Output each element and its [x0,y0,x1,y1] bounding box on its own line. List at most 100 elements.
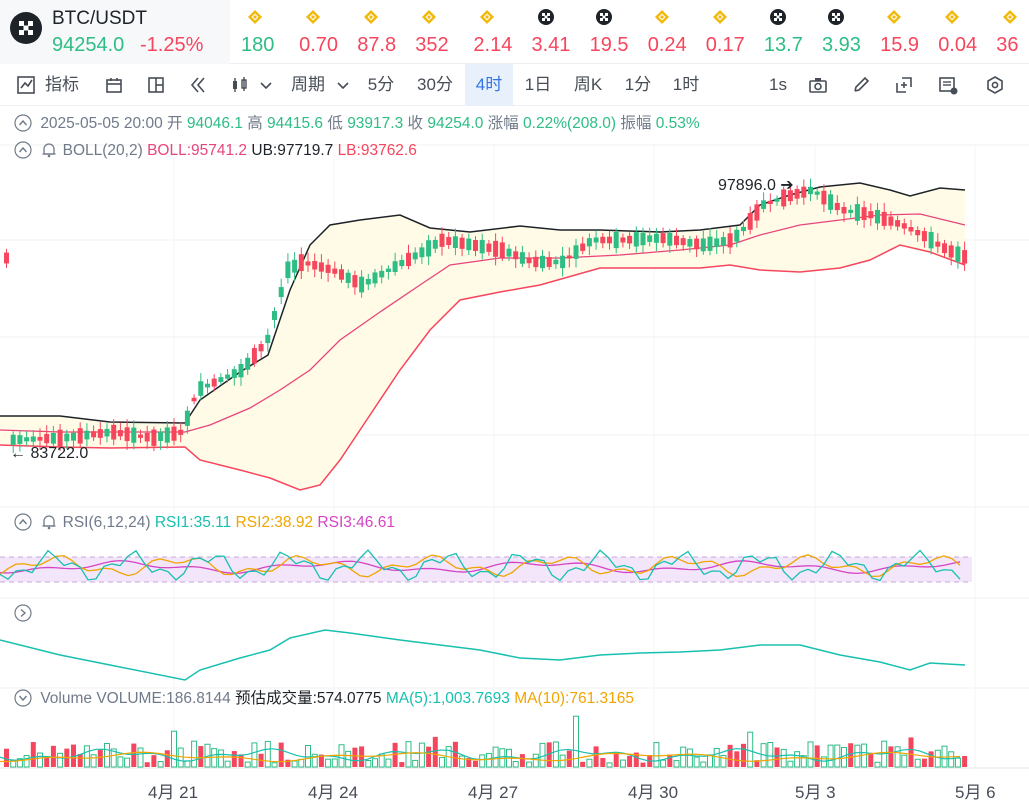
candle-body [533,256,539,268]
candle-body [781,189,787,207]
chevron-up-icon[interactable] [14,114,32,132]
layout-icon[interactable] [146,75,166,95]
candle-body [225,374,231,379]
candle-body [365,278,371,285]
volume-bar [559,754,566,768]
volume-bar [57,752,64,768]
volume-bar [962,756,968,767]
ticker-item[interactable]: 0.04 [930,0,990,64]
candle-body [506,248,512,257]
volume-bar [30,742,36,767]
candle-body [191,397,197,402]
chevron-right-icon[interactable] [14,604,32,622]
interval-1h[interactable]: 1时 [672,75,700,94]
interval-1s[interactable]: 1s [769,75,787,94]
ohlc-info: 2025-05-05 20:00 开 94046.1 高 94415.6 低 9… [14,113,700,135]
chevron-down-icon[interactable] [14,689,32,707]
ticker-item[interactable]: 13.7 [756,0,816,64]
camera-icon[interactable] [808,75,828,95]
rewind-icon[interactable] [188,75,208,95]
arrow-right-icon: ➔ [780,177,794,194]
volume-bar [600,757,606,767]
ticker-item[interactable]: 15.9 [872,0,932,64]
rsi2-line [0,554,961,578]
candle-body [553,259,559,265]
high-value: 94415.6 [267,115,324,132]
candle-body [513,251,519,260]
ticker-item[interactable]: 87.8 [349,0,409,64]
interval-4h[interactable]: 4时 [465,64,513,106]
calendar-icon[interactable] [104,75,124,95]
ohlc-date: 2025-05-05 20:00 [40,115,163,132]
interval-week[interactable]: 周K [573,75,603,94]
candle-body [499,242,505,258]
candle-body [694,238,700,250]
add-window-icon[interactable] [894,75,914,95]
indicator-button[interactable]: 指标 [45,75,79,94]
bollinger-upper-line [0,182,966,424]
volume-bar [767,741,774,768]
rsi-name: RSI(6,12,24) [62,514,151,531]
candle-body [868,211,874,219]
ticker-item[interactable]: 180 [233,0,293,64]
volume-bar [888,746,894,767]
candle-body [600,236,606,244]
settings-icon[interactable] [985,75,1005,95]
volume-bar [800,755,807,768]
chevron-up-icon[interactable] [14,513,32,531]
candlestick-icon[interactable] [230,75,250,95]
chevron-up-icon[interactable] [14,141,32,159]
interval-30m[interactable]: 30分 [417,75,453,94]
x-axis-label: 4月 24 [308,783,359,802]
candle-body [774,198,780,202]
interval-5m[interactable]: 5分 [367,75,395,94]
candle-body [419,247,425,258]
ticker-item[interactable]: 19.5 [582,0,642,64]
volume-bar [673,760,680,768]
ticker-value: 3.93 [822,34,861,56]
bell-icon[interactable] [40,513,58,531]
chart-canvas[interactable] [0,106,1029,811]
chevron-down-icon[interactable] [333,75,353,95]
ticker-item[interactable]: 0.17 [698,0,758,64]
interval-1m[interactable]: 1分 [624,75,652,94]
open-label: 开 [167,115,183,132]
volume-bar [948,751,955,768]
binance-coin-icon [248,10,262,24]
candle-body [77,428,83,444]
candle-body [546,257,552,267]
volume-bar [459,755,466,768]
volume-bar [660,759,667,768]
bell-icon[interactable] [40,141,58,159]
close-label: 收 [407,115,424,132]
pencil-icon[interactable] [851,75,871,95]
volume-bar [90,754,97,768]
volume-bar [224,760,231,768]
ticker-item[interactable]: 0.24 [640,0,700,64]
ticker-item[interactable]: 3.93 [814,0,874,64]
ticker-item[interactable]: 36 [988,0,1029,64]
candle-body [352,275,358,288]
interval-1d[interactable]: 1日 [524,75,552,94]
checker-coin-icon [595,9,612,25]
period-button[interactable]: 周期 [291,75,325,94]
low-label: 低 [327,115,343,132]
binance-coin-icon [306,10,321,24]
ticker-value: 15.9 [880,34,920,56]
symbol-selector[interactable]: BTC/USDT 94254.0 -1.25% [0,0,230,64]
checker-coin-icon [10,12,42,44]
template-icon[interactable] [938,75,958,95]
volume-bar [110,748,117,768]
volume-bar [908,737,914,767]
chevron-down-icon[interactable] [256,75,276,95]
lb-value: LB:93762.6 [337,142,417,159]
volume-bar [754,760,760,767]
binance-coin-icon [480,10,495,24]
ticker-item[interactable]: 2.14 [465,0,525,64]
ticker-item[interactable]: 3.41 [524,0,584,64]
ticker-item[interactable]: 352 [407,0,467,64]
volume-bar [894,746,901,768]
candle-body [955,246,961,262]
ticker-item[interactable]: 0.70 [291,0,351,64]
candle-body [848,209,854,213]
